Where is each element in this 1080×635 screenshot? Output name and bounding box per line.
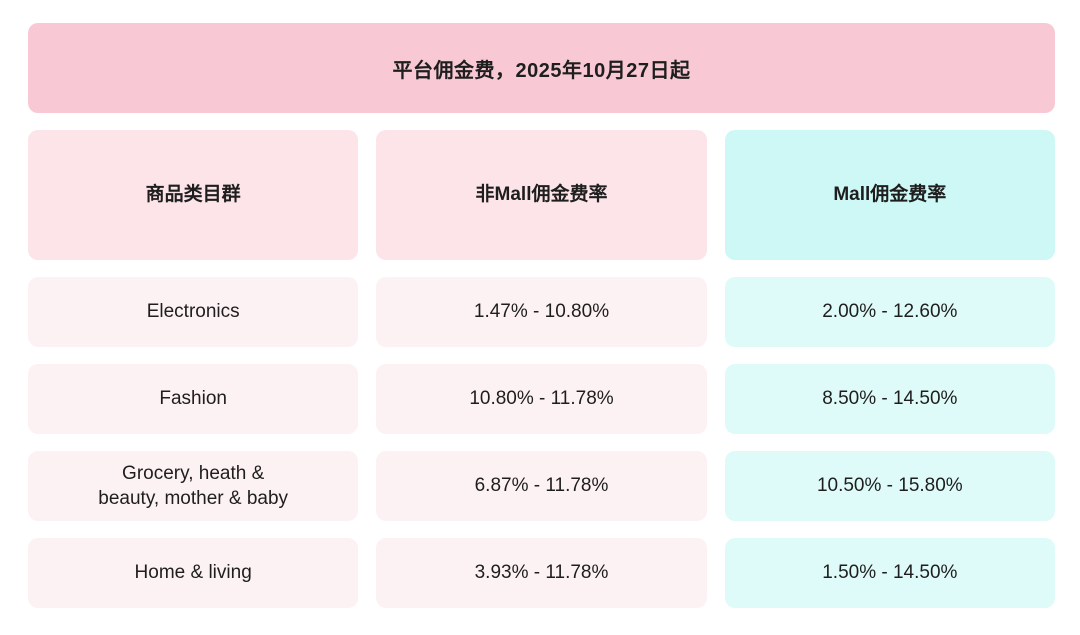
cell-category: Grocery, heath & beauty, mother & baby — [28, 451, 359, 521]
cell-non-mall-rate: 6.87% - 11.78% — [376, 451, 707, 521]
cell-category: Fashion — [28, 364, 359, 434]
cell-non-mall-rate: 10.80% - 11.78% — [376, 364, 707, 434]
cell-category: Home & living — [28, 538, 359, 608]
commission-grid: 商品类目群 非Mall佣金费率 Mall佣金费率 Electronics 1.4… — [28, 130, 1055, 608]
cell-non-mall-rate: 1.47% - 10.80% — [376, 277, 707, 347]
table-title: 平台佣金费，2025年10月27日起 — [392, 59, 691, 82]
column-header-mall-rate: Mall佣金费率 — [724, 130, 1055, 260]
column-header-non-mall-rate: 非Mall佣金费率 — [376, 130, 707, 260]
cell-mall-rate: 2.00% - 12.60% — [724, 277, 1055, 347]
column-header-category: 商品类目群 — [28, 130, 359, 260]
cell-mall-rate: 10.50% - 15.80% — [724, 451, 1055, 521]
cell-category: Electronics — [28, 277, 359, 347]
cell-mall-rate: 1.50% - 14.50% — [724, 538, 1055, 608]
table-title-banner: 平台佣金费，2025年10月27日起 — [28, 23, 1055, 113]
cell-non-mall-rate: 3.93% - 11.78% — [376, 538, 707, 608]
cell-mall-rate: 8.50% - 14.50% — [724, 364, 1055, 434]
commission-fee-table: 平台佣金费，2025年10月27日起 商品类目群 非Mall佣金费率 Mall佣… — [28, 23, 1055, 608]
